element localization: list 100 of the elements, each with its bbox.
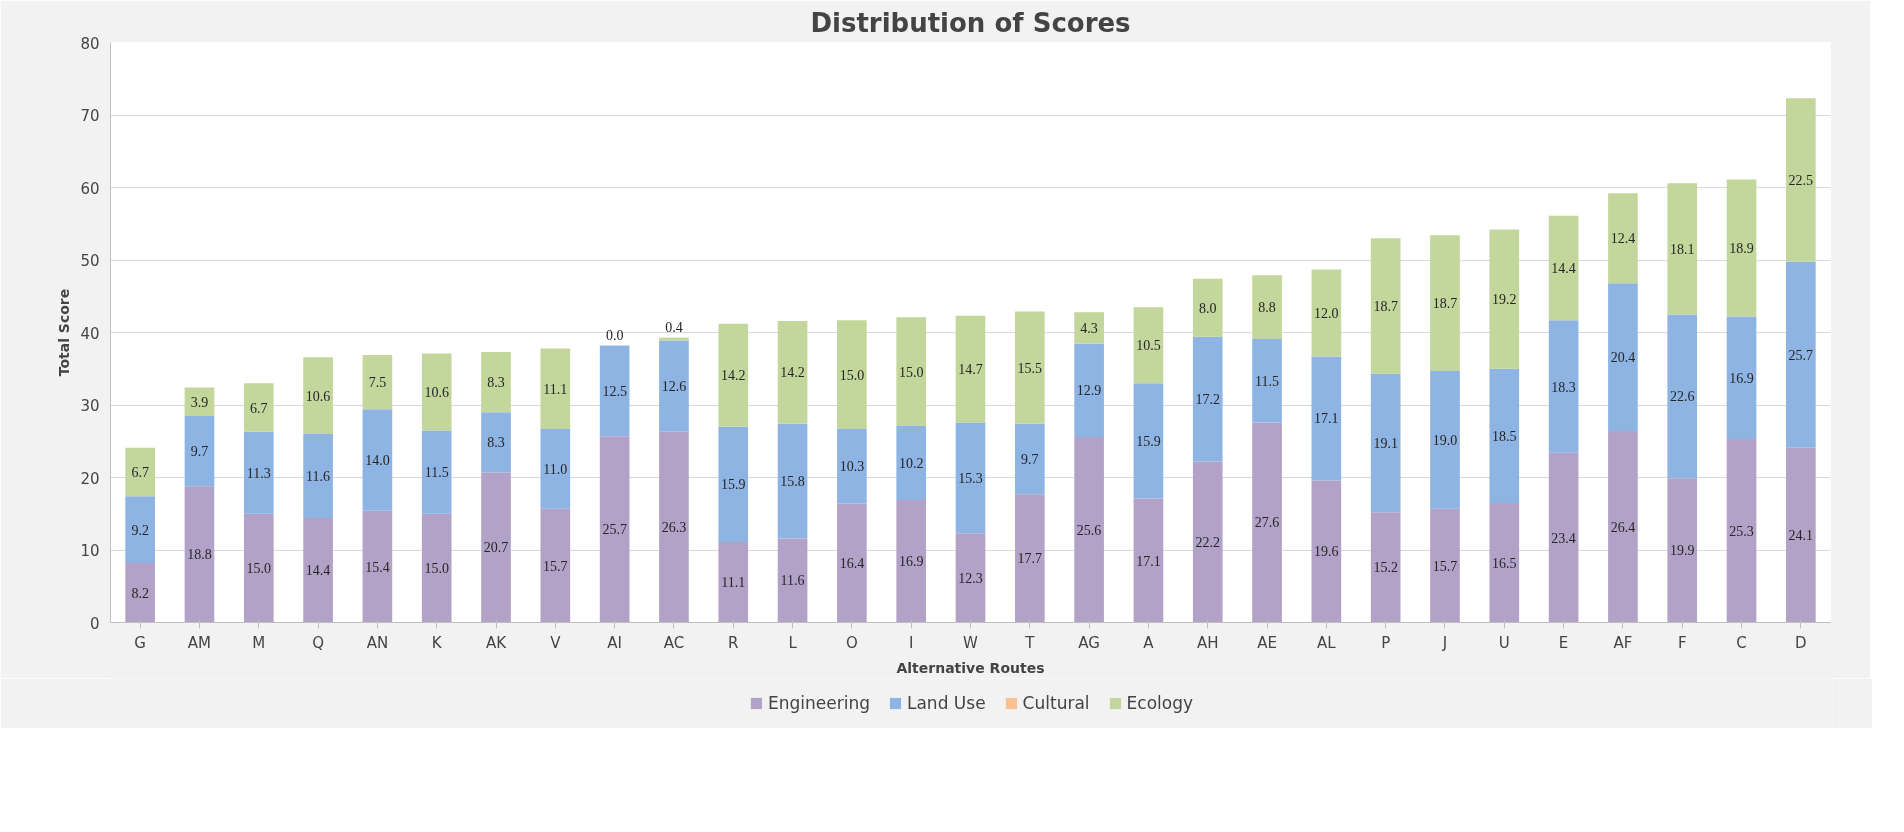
bar: [896, 499, 927, 623]
data-label: 15.9: [721, 477, 746, 493]
bar: [303, 518, 333, 623]
bar: [837, 320, 867, 429]
bar: [1667, 183, 1698, 315]
data-label: 15.4: [365, 559, 390, 575]
data-label: 11.5: [1255, 373, 1280, 389]
bar: [1726, 179, 1757, 317]
bar: [481, 472, 511, 623]
data-label: 9.7: [1021, 452, 1039, 468]
bar: [1489, 229, 1520, 369]
data-label: 12.5: [602, 383, 627, 399]
bar: [1726, 439, 1757, 623]
bar: [421, 513, 452, 623]
data-label: 4.3: [1080, 320, 1098, 336]
bar: [421, 430, 452, 514]
data-label: 18.9: [1729, 241, 1754, 257]
bar: [1430, 370, 1460, 509]
bar: [1311, 356, 1342, 481]
bar: [540, 508, 571, 623]
bar: [1014, 494, 1045, 623]
x-tick-label: AK: [485, 633, 508, 652]
data-label: 7.5: [368, 375, 387, 391]
bar: [1074, 343, 1104, 437]
data-label: 11.1: [543, 381, 568, 397]
data-label: 18.3: [1551, 379, 1576, 395]
x-tick-label: E: [1558, 633, 1569, 652]
bar: [1192, 461, 1223, 623]
bar: [1370, 238, 1401, 374]
bar: [1252, 422, 1282, 623]
data-label: 25.3: [1729, 523, 1754, 539]
data-label: 16.4: [839, 556, 865, 572]
bar: [1548, 320, 1579, 453]
x-tick-label: AF: [1613, 633, 1633, 652]
bar: [1133, 383, 1164, 499]
bar: [243, 431, 274, 514]
x-tick-label: W: [963, 633, 979, 652]
bar: [1608, 283, 1638, 432]
data-label: 6.7: [250, 400, 268, 416]
data-label: 8.0: [1198, 300, 1217, 316]
bar: [421, 353, 452, 431]
data-label: 12.9: [1076, 383, 1102, 399]
x-tick-label: Q: [312, 633, 324, 652]
data-label: 16.9: [898, 554, 924, 570]
x-tick-label: AE: [1257, 633, 1277, 652]
data-label: 15.0: [898, 364, 924, 380]
data-label: 10.6: [424, 384, 449, 400]
bar: [1311, 480, 1342, 623]
bar: [718, 426, 749, 543]
bar: [659, 431, 689, 623]
x-tick-label: V: [550, 633, 562, 652]
data-label: 25.7: [1788, 347, 1814, 363]
data-label: 15.8: [780, 474, 805, 490]
bar: [1786, 261, 1816, 448]
data-label: 6.7: [131, 465, 149, 481]
bar: [777, 538, 808, 623]
bar: [1252, 339, 1282, 423]
bar: [1548, 452, 1579, 623]
data-label: 16.9: [1729, 370, 1754, 386]
x-tick-label: T: [1024, 633, 1036, 652]
data-label: 15.7: [1432, 558, 1458, 574]
bar: [1074, 312, 1104, 344]
y-tick-label: 20: [80, 469, 100, 488]
bar: [955, 315, 986, 423]
data-label: 14.7: [958, 362, 983, 378]
bar: [659, 340, 689, 432]
data-label: 15.0: [839, 367, 865, 383]
data-label: 11.6: [306, 469, 331, 485]
bar: [1311, 269, 1342, 357]
bar: [1192, 278, 1223, 337]
x-tick-label: AM: [187, 633, 212, 652]
data-label: 25.6: [1076, 522, 1102, 538]
data-label: 11.0: [543, 461, 568, 477]
bar: [599, 345, 630, 437]
bar: [1786, 98, 1816, 262]
bar: [1370, 512, 1401, 623]
bar: [303, 357, 333, 434]
bar: [1430, 235, 1460, 371]
data-label: 10.5: [1136, 338, 1161, 354]
data-label: 15.0: [246, 561, 272, 577]
bar: [1548, 215, 1579, 321]
bar: [1014, 311, 1045, 424]
data-label: 24.1: [1788, 528, 1814, 544]
y-tick-label: 50: [80, 252, 100, 270]
bar: [1786, 447, 1816, 623]
data-label: 9.7: [190, 444, 209, 460]
x-axis-title: Alternative Routes: [896, 659, 1045, 676]
bar: [955, 533, 986, 623]
data-label: 11.5: [424, 465, 449, 481]
data-label: 10.6: [305, 388, 331, 404]
legend-label: Land Use: [906, 693, 986, 713]
data-label: 16.5: [1492, 555, 1517, 571]
bar: [837, 503, 867, 623]
x-tick-label: P: [1381, 633, 1391, 652]
data-label: 22.2: [1195, 535, 1220, 551]
bar: [184, 486, 215, 623]
data-label: 18.5: [1492, 428, 1517, 444]
data-label: 11.1: [721, 575, 746, 591]
data-label: 0.4: [665, 319, 683, 335]
data-label: 15.5: [1017, 360, 1043, 376]
